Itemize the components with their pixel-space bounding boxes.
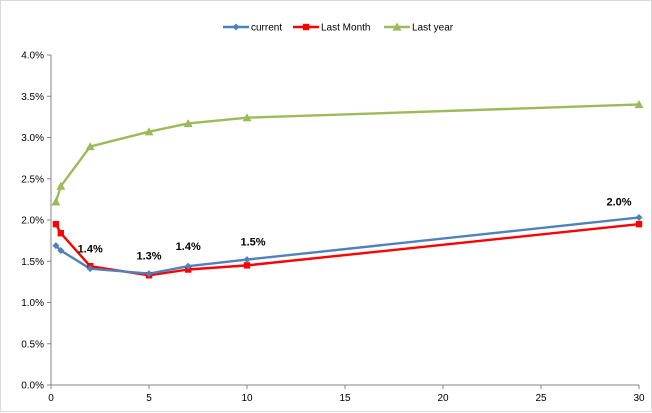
- series-line-last-year: [54, 103, 640, 203]
- legend-swatch-marker: [392, 22, 402, 31]
- data-point-current: [86, 265, 94, 273]
- x-tick-label: 5: [146, 393, 152, 404]
- data-label: 2.0%: [606, 197, 631, 209]
- y-tick-label: 1.5%: [21, 257, 44, 268]
- legend-item-last-year: Last year: [384, 22, 454, 34]
- data-point-current: [52, 242, 60, 250]
- legend-label: Last year: [412, 23, 454, 34]
- y-tick-label: 0.5%: [21, 339, 44, 350]
- y-tick-label: 3.0%: [21, 133, 44, 144]
- x-tick-label: 15: [339, 393, 351, 404]
- data-label: 1.3%: [136, 251, 161, 263]
- y-tick-label: 2.5%: [21, 174, 44, 185]
- x-tick-label: 25: [535, 393, 547, 404]
- series-markers: [51, 100, 644, 279]
- legend-item-current: current: [223, 23, 282, 34]
- data-point-current: [635, 214, 643, 222]
- data-point-last-year: [85, 142, 95, 151]
- data-point-last-year: [634, 100, 644, 109]
- data-point-current: [243, 256, 251, 264]
- y-tick-label: 3.5%: [21, 92, 44, 103]
- data-label: 1.5%: [240, 237, 265, 249]
- legend-item-last-month: Last Month: [293, 23, 370, 34]
- data-point-last-year: [56, 181, 66, 190]
- x-tick-label: 30: [633, 393, 645, 404]
- x-tick-label: 20: [437, 393, 449, 404]
- y-tick-label: 0.0%: [21, 381, 44, 392]
- data-point-current: [184, 262, 192, 270]
- x-tick-label: 10: [241, 393, 253, 404]
- data-point-last-year: [144, 127, 154, 136]
- data-point-last-year: [242, 113, 252, 122]
- legend-label: Last Month: [321, 23, 370, 34]
- data-point-current: [145, 270, 153, 278]
- data-labels: 1.4% 1.3% 1.4% 1.5% 2.0%: [78, 197, 632, 263]
- y-tick-label: 4.0%: [21, 51, 44, 62]
- series-line-current: [55, 216, 640, 275]
- y-tick-label: 1.0%: [21, 298, 44, 309]
- data-point-last-month: [635, 220, 643, 228]
- data-point-current: [57, 247, 65, 255]
- data-point-last-month: [243, 262, 251, 269]
- legend-swatch-marker: [232, 23, 240, 31]
- data-point-last-month: [52, 220, 60, 228]
- data-label: 1.4%: [78, 244, 103, 256]
- data-label: 1.4%: [176, 241, 201, 253]
- legend-label: current: [251, 23, 282, 34]
- data-point-last-year: [51, 197, 61, 206]
- tick-labels: 0.0% 0.5% 1.0% 1.5% 2.0% 2.5% 3.0% 3.5% 4.0% 0 5 10…: [21, 51, 645, 405]
- data-point-last-year: [183, 118, 193, 128]
- y-tick-label: 2.0%: [21, 216, 44, 227]
- legend: current Last Month Last year: [223, 22, 454, 34]
- axes: [47, 54, 640, 389]
- x-tick-label: 0: [48, 393, 54, 404]
- legend-swatch-marker: [302, 23, 310, 31]
- data-point-last-month: [57, 230, 64, 237]
